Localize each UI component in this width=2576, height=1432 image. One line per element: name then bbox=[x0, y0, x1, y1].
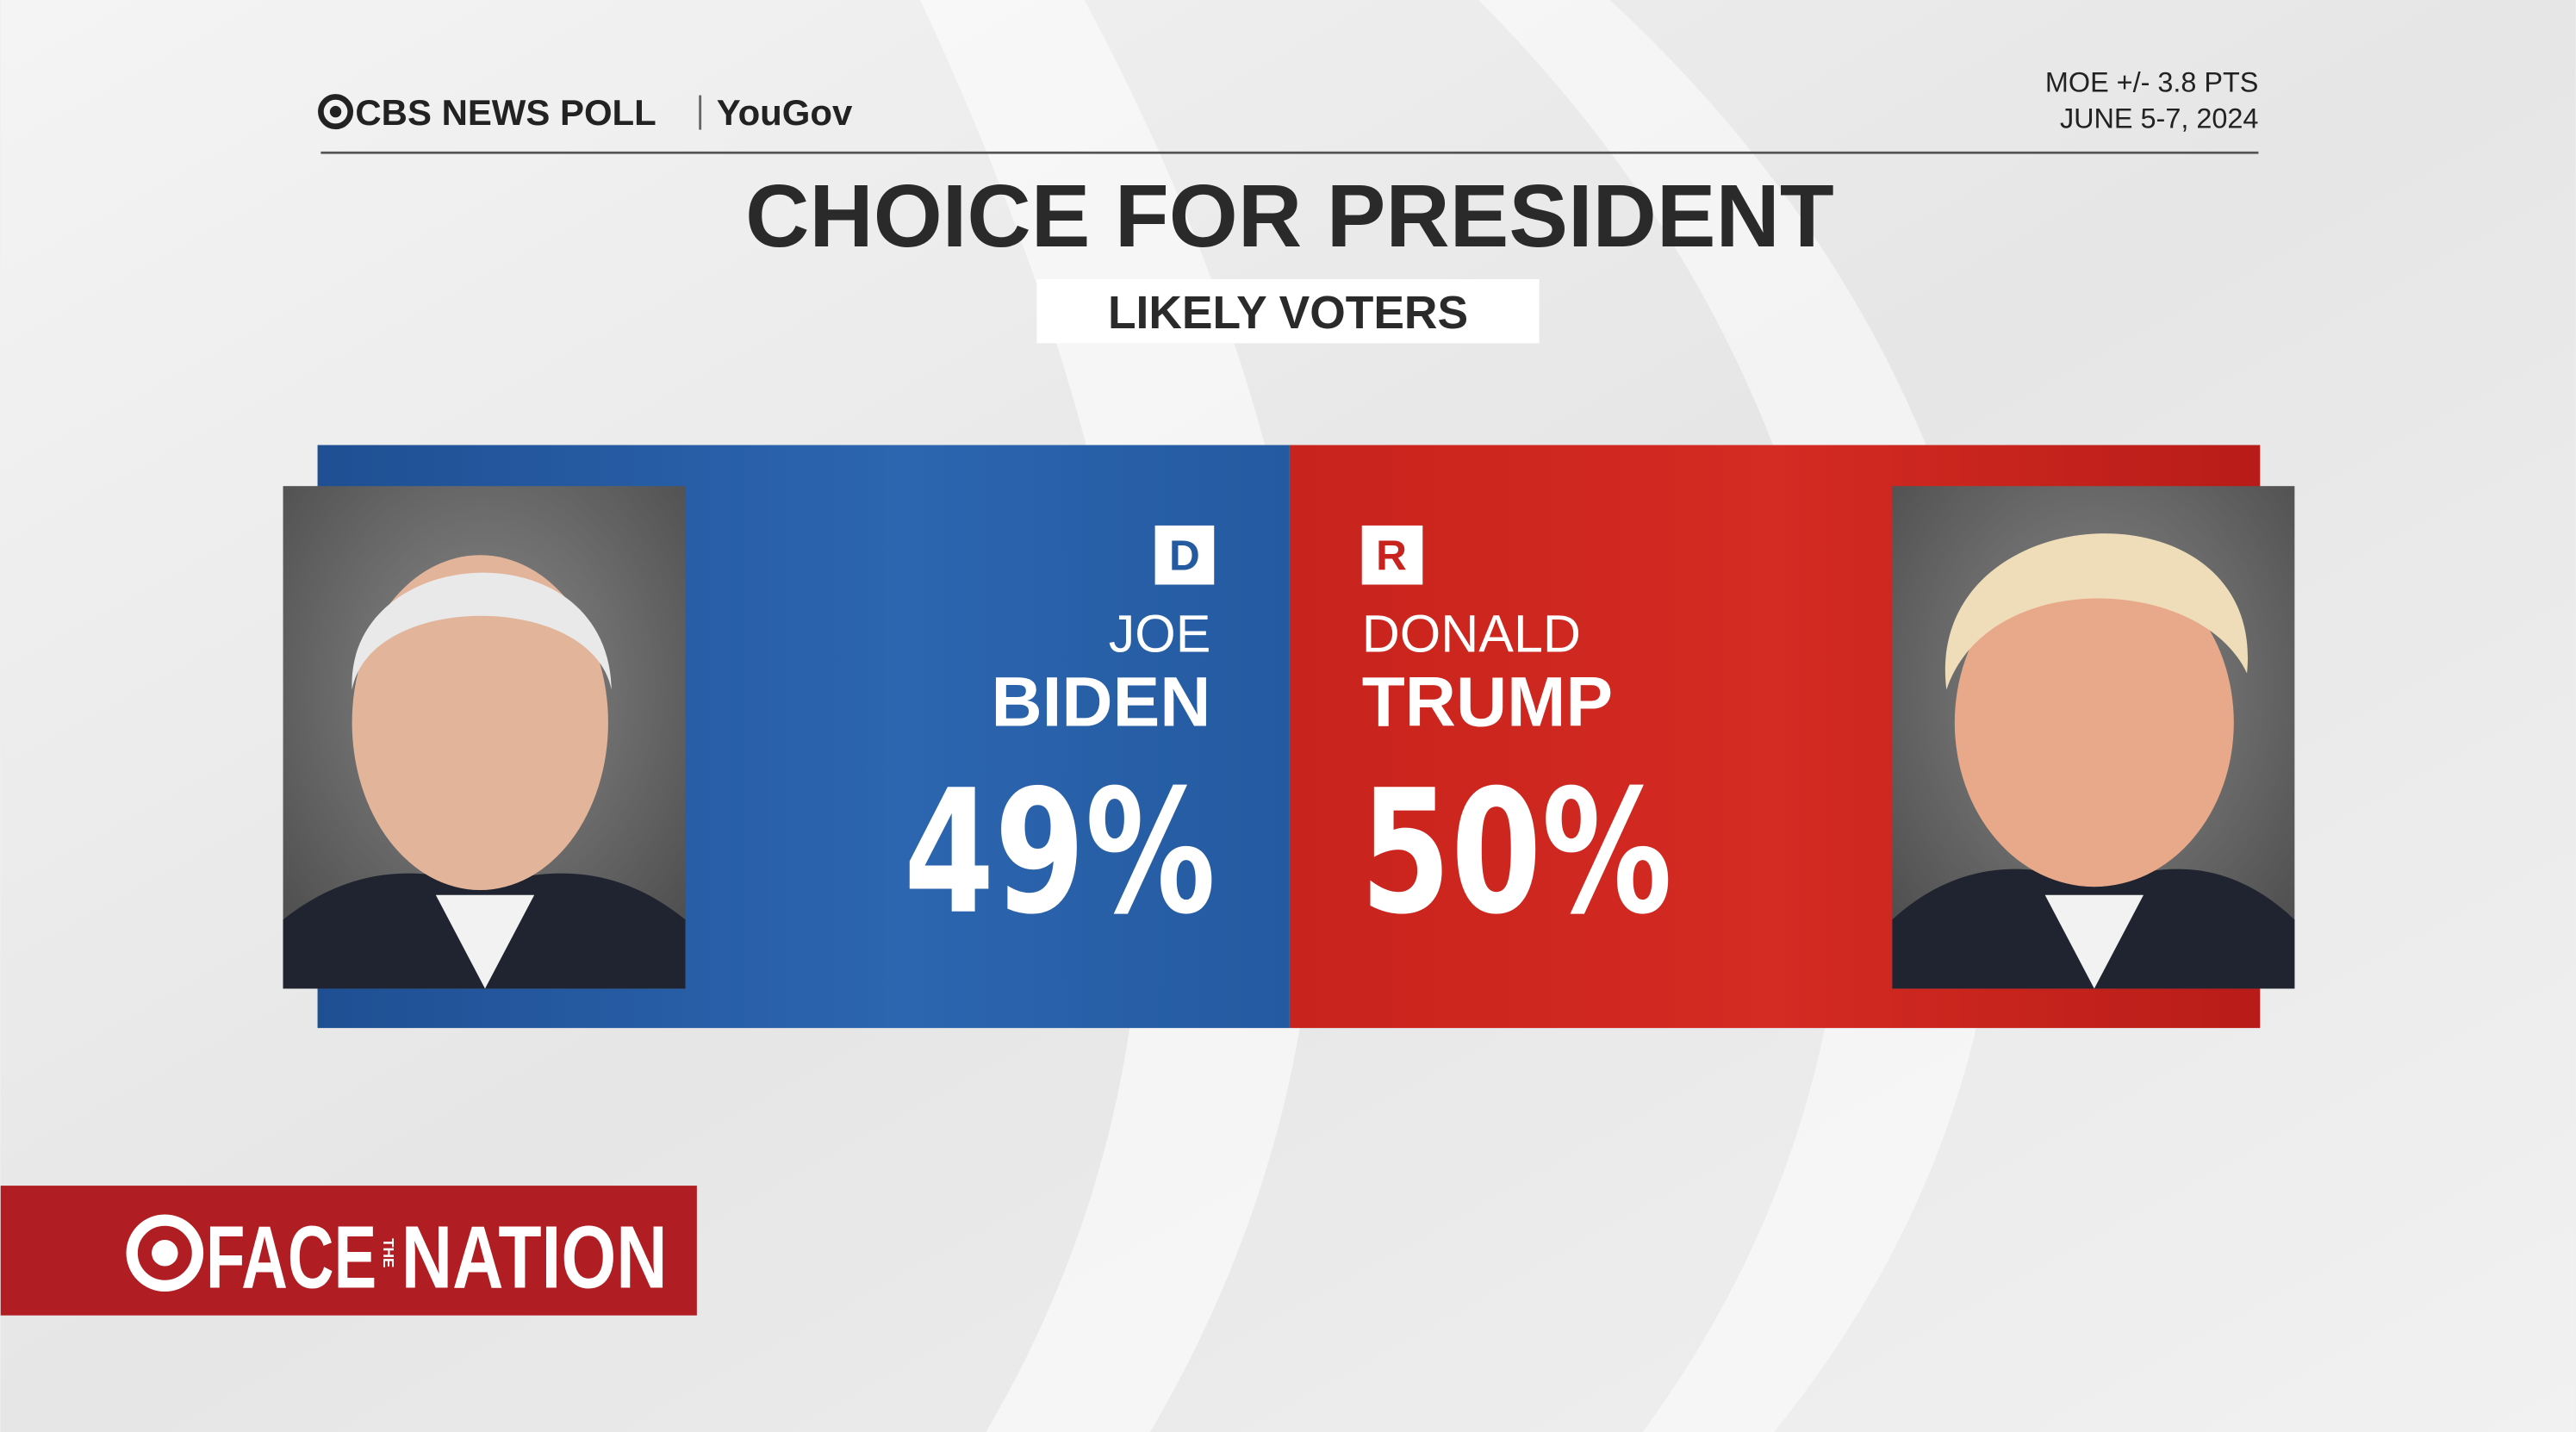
trump-photo bbox=[1892, 486, 2295, 989]
poll-source: CBS NEWS POLL bbox=[355, 92, 656, 133]
candidate-share: 49% bbox=[904, 753, 1216, 952]
title: CHOICE FOR PRESIDENT bbox=[745, 166, 1834, 265]
poll-dates: JUNE 5-7, 2024 bbox=[2060, 103, 2258, 134]
cbs-eye-icon bbox=[126, 1214, 204, 1292]
candidate-last-name: BIDEN bbox=[991, 663, 1210, 741]
party-letter: D bbox=[1169, 531, 1200, 579]
background-swoosh bbox=[1478, 0, 2001, 1432]
show-banner bbox=[0, 1186, 697, 1316]
background-swoosh bbox=[920, 0, 1318, 1432]
show-name: FACE bbox=[206, 1207, 376, 1306]
candidate-first-name: JOE bbox=[1109, 605, 1211, 663]
candidate-first-name: DONALD bbox=[1362, 605, 1581, 663]
poll-partner: YouGov bbox=[717, 92, 853, 133]
biden-photo bbox=[283, 486, 686, 989]
party-badge bbox=[1154, 525, 1215, 585]
show-name: NATION bbox=[401, 1207, 668, 1306]
party-badge bbox=[1361, 525, 1423, 585]
subtitle-box bbox=[1036, 279, 1540, 344]
candidate-last-name: TRUMP bbox=[1362, 663, 1613, 741]
cbs-eye-icon bbox=[318, 94, 354, 130]
candidate-share: 50% bbox=[1360, 753, 1672, 952]
cbs-eye-pupil bbox=[329, 105, 342, 118]
show-name: THE bbox=[380, 1238, 397, 1267]
subtitle: LIKELY VOTERS bbox=[1108, 288, 1468, 339]
margin-of-error: MOE +/- 3.8 PTS bbox=[2045, 67, 2259, 98]
party-letter: R bbox=[1376, 531, 1407, 579]
cbs-eye-pupil bbox=[152, 1240, 178, 1267]
